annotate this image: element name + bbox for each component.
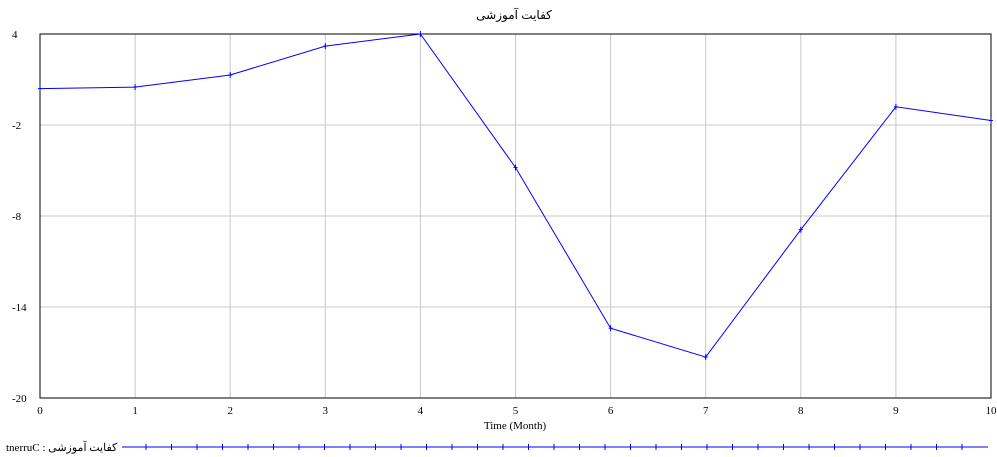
x-tick-label: 4 [418, 405, 424, 417]
y-tick-label: 4 [12, 29, 18, 41]
x-tick-label: 3 [323, 405, 329, 417]
x-tick-label: 1 [132, 405, 138, 417]
chart-title: کفایت آموزشی [476, 7, 552, 23]
data-point-marker [989, 117, 993, 124]
data-point-marker [133, 84, 138, 91]
x-tick-label: 6 [608, 405, 614, 417]
grid-lines [40, 34, 991, 398]
data-point-marker [418, 31, 423, 37]
plot-frame [39, 33, 992, 399]
legend-label: tnerruC : کفایت آموزشی [6, 441, 118, 454]
y-tick-label: -14 [12, 302, 27, 314]
data-point-marker [798, 226, 803, 233]
data-point-marker [228, 71, 233, 78]
data-point-marker [323, 43, 328, 50]
x-axis-tick-labels: 0 1 2 3 4 5 6 7 8 9 10 [37, 405, 997, 417]
y-tick-label: -2 [12, 120, 21, 132]
x-tick-label: 5 [513, 405, 519, 417]
y-axis-tick-labels: 4 -2 -8 -14 -20 [12, 29, 27, 405]
series-layer [38, 31, 993, 361]
data-point-marker [38, 85, 42, 92]
data-point-marker [703, 354, 708, 361]
x-tick-label: 10 [986, 405, 997, 417]
x-tick-label: 0 [37, 405, 43, 417]
x-tick-label: 7 [703, 405, 709, 417]
data-point-marker [893, 103, 898, 110]
x-tick-label: 9 [893, 405, 899, 417]
x-tick-label: 2 [227, 405, 233, 417]
y-tick-label: -8 [12, 211, 22, 223]
legend: tnerruC : کفایت آموزشی [6, 441, 988, 454]
y-tick-label: -20 [12, 393, 27, 405]
data-point-marker [513, 164, 518, 171]
x-tick-label: 8 [798, 405, 804, 417]
data-point-marker [608, 325, 613, 332]
x-axis-label: Time (Month) [484, 420, 547, 432]
